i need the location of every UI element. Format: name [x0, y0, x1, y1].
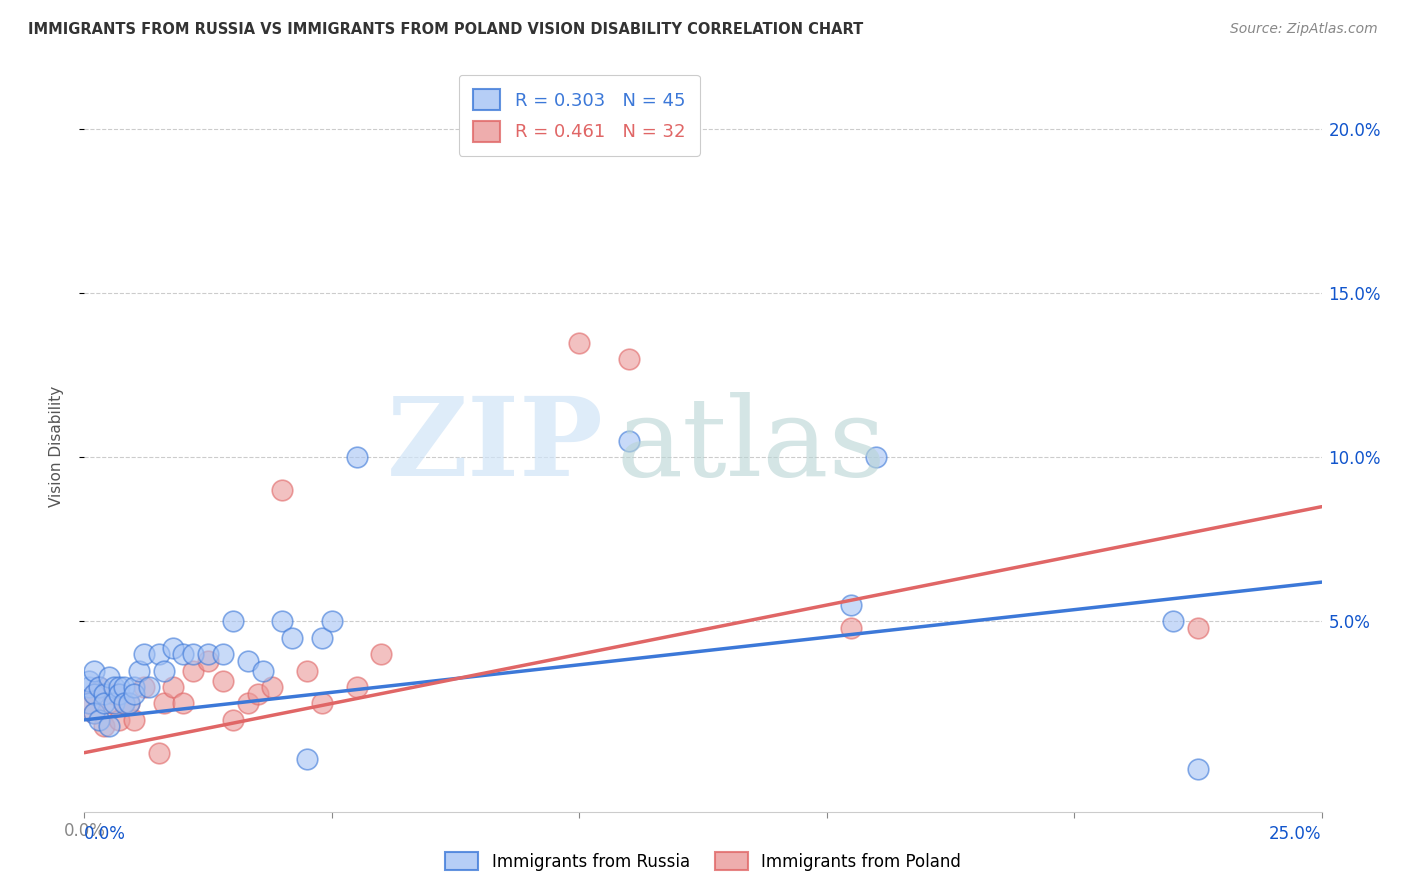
- Point: [181, 664, 204, 678]
- Point: [295, 664, 318, 678]
- Point: [212, 673, 235, 688]
- Point: [321, 615, 343, 629]
- Point: [132, 647, 155, 661]
- Point: [197, 654, 219, 668]
- Point: [122, 713, 145, 727]
- Point: [93, 687, 115, 701]
- Point: [346, 680, 368, 694]
- Point: [79, 673, 101, 688]
- Point: [118, 697, 141, 711]
- Point: [222, 713, 245, 727]
- Point: [246, 687, 269, 701]
- Point: [103, 680, 125, 694]
- Point: [222, 615, 245, 629]
- Point: [118, 697, 141, 711]
- Point: [98, 719, 121, 733]
- Point: [271, 615, 294, 629]
- Point: [93, 697, 115, 711]
- Point: [112, 680, 135, 694]
- Point: [197, 647, 219, 661]
- Point: [108, 687, 131, 701]
- Point: [841, 621, 863, 635]
- Point: [79, 680, 101, 694]
- Point: [122, 680, 145, 694]
- Point: [103, 687, 125, 701]
- Point: [83, 664, 105, 678]
- Text: 25.0%: 25.0%: [1270, 825, 1322, 843]
- Point: [132, 680, 155, 694]
- Point: [370, 647, 392, 661]
- Point: [262, 680, 284, 694]
- Text: ZIP: ZIP: [387, 392, 605, 500]
- Point: [311, 697, 333, 711]
- Legend: Immigrants from Russia, Immigrants from Poland: Immigrants from Russia, Immigrants from …: [436, 844, 970, 880]
- Point: [181, 647, 204, 661]
- Point: [162, 680, 184, 694]
- Point: [112, 697, 135, 711]
- Text: atlas: atlas: [616, 392, 886, 500]
- Point: [152, 697, 174, 711]
- Point: [281, 631, 304, 645]
- Legend: R = 0.303   N = 45, R = 0.461   N = 32: R = 0.303 N = 45, R = 0.461 N = 32: [458, 75, 700, 156]
- Point: [89, 680, 111, 694]
- Point: [236, 654, 259, 668]
- Point: [346, 450, 368, 465]
- Point: [568, 335, 591, 350]
- Point: [152, 664, 174, 678]
- Point: [98, 670, 121, 684]
- Point: [172, 647, 194, 661]
- Point: [128, 664, 150, 678]
- Point: [236, 697, 259, 711]
- Point: [138, 680, 160, 694]
- Point: [89, 680, 111, 694]
- Point: [122, 687, 145, 701]
- Point: [1161, 615, 1184, 629]
- Point: [617, 434, 640, 448]
- Point: [841, 598, 863, 612]
- Point: [103, 697, 125, 711]
- Point: [83, 706, 105, 721]
- Point: [89, 713, 111, 727]
- Point: [148, 647, 170, 661]
- Point: [98, 697, 121, 711]
- Point: [172, 697, 194, 711]
- Point: [79, 697, 101, 711]
- Point: [1187, 621, 1209, 635]
- Point: [108, 680, 131, 694]
- Point: [212, 647, 235, 661]
- Point: [148, 746, 170, 760]
- Point: [83, 687, 105, 701]
- Point: [617, 352, 640, 367]
- Point: [295, 752, 318, 766]
- Text: IMMIGRANTS FROM RUSSIA VS IMMIGRANTS FROM POLAND VISION DISABILITY CORRELATION C: IMMIGRANTS FROM RUSSIA VS IMMIGRANTS FRO…: [28, 22, 863, 37]
- Point: [252, 664, 274, 678]
- Point: [79, 697, 101, 711]
- Point: [108, 713, 131, 727]
- Point: [865, 450, 887, 465]
- Point: [311, 631, 333, 645]
- Point: [162, 640, 184, 655]
- Point: [93, 719, 115, 733]
- Point: [83, 706, 105, 721]
- Point: [1187, 762, 1209, 776]
- Text: 0.0%: 0.0%: [84, 825, 127, 843]
- Text: Source: ZipAtlas.com: Source: ZipAtlas.com: [1230, 22, 1378, 37]
- Point: [112, 697, 135, 711]
- Point: [271, 483, 294, 498]
- Point: [83, 687, 105, 701]
- Y-axis label: Vision Disability: Vision Disability: [49, 385, 63, 507]
